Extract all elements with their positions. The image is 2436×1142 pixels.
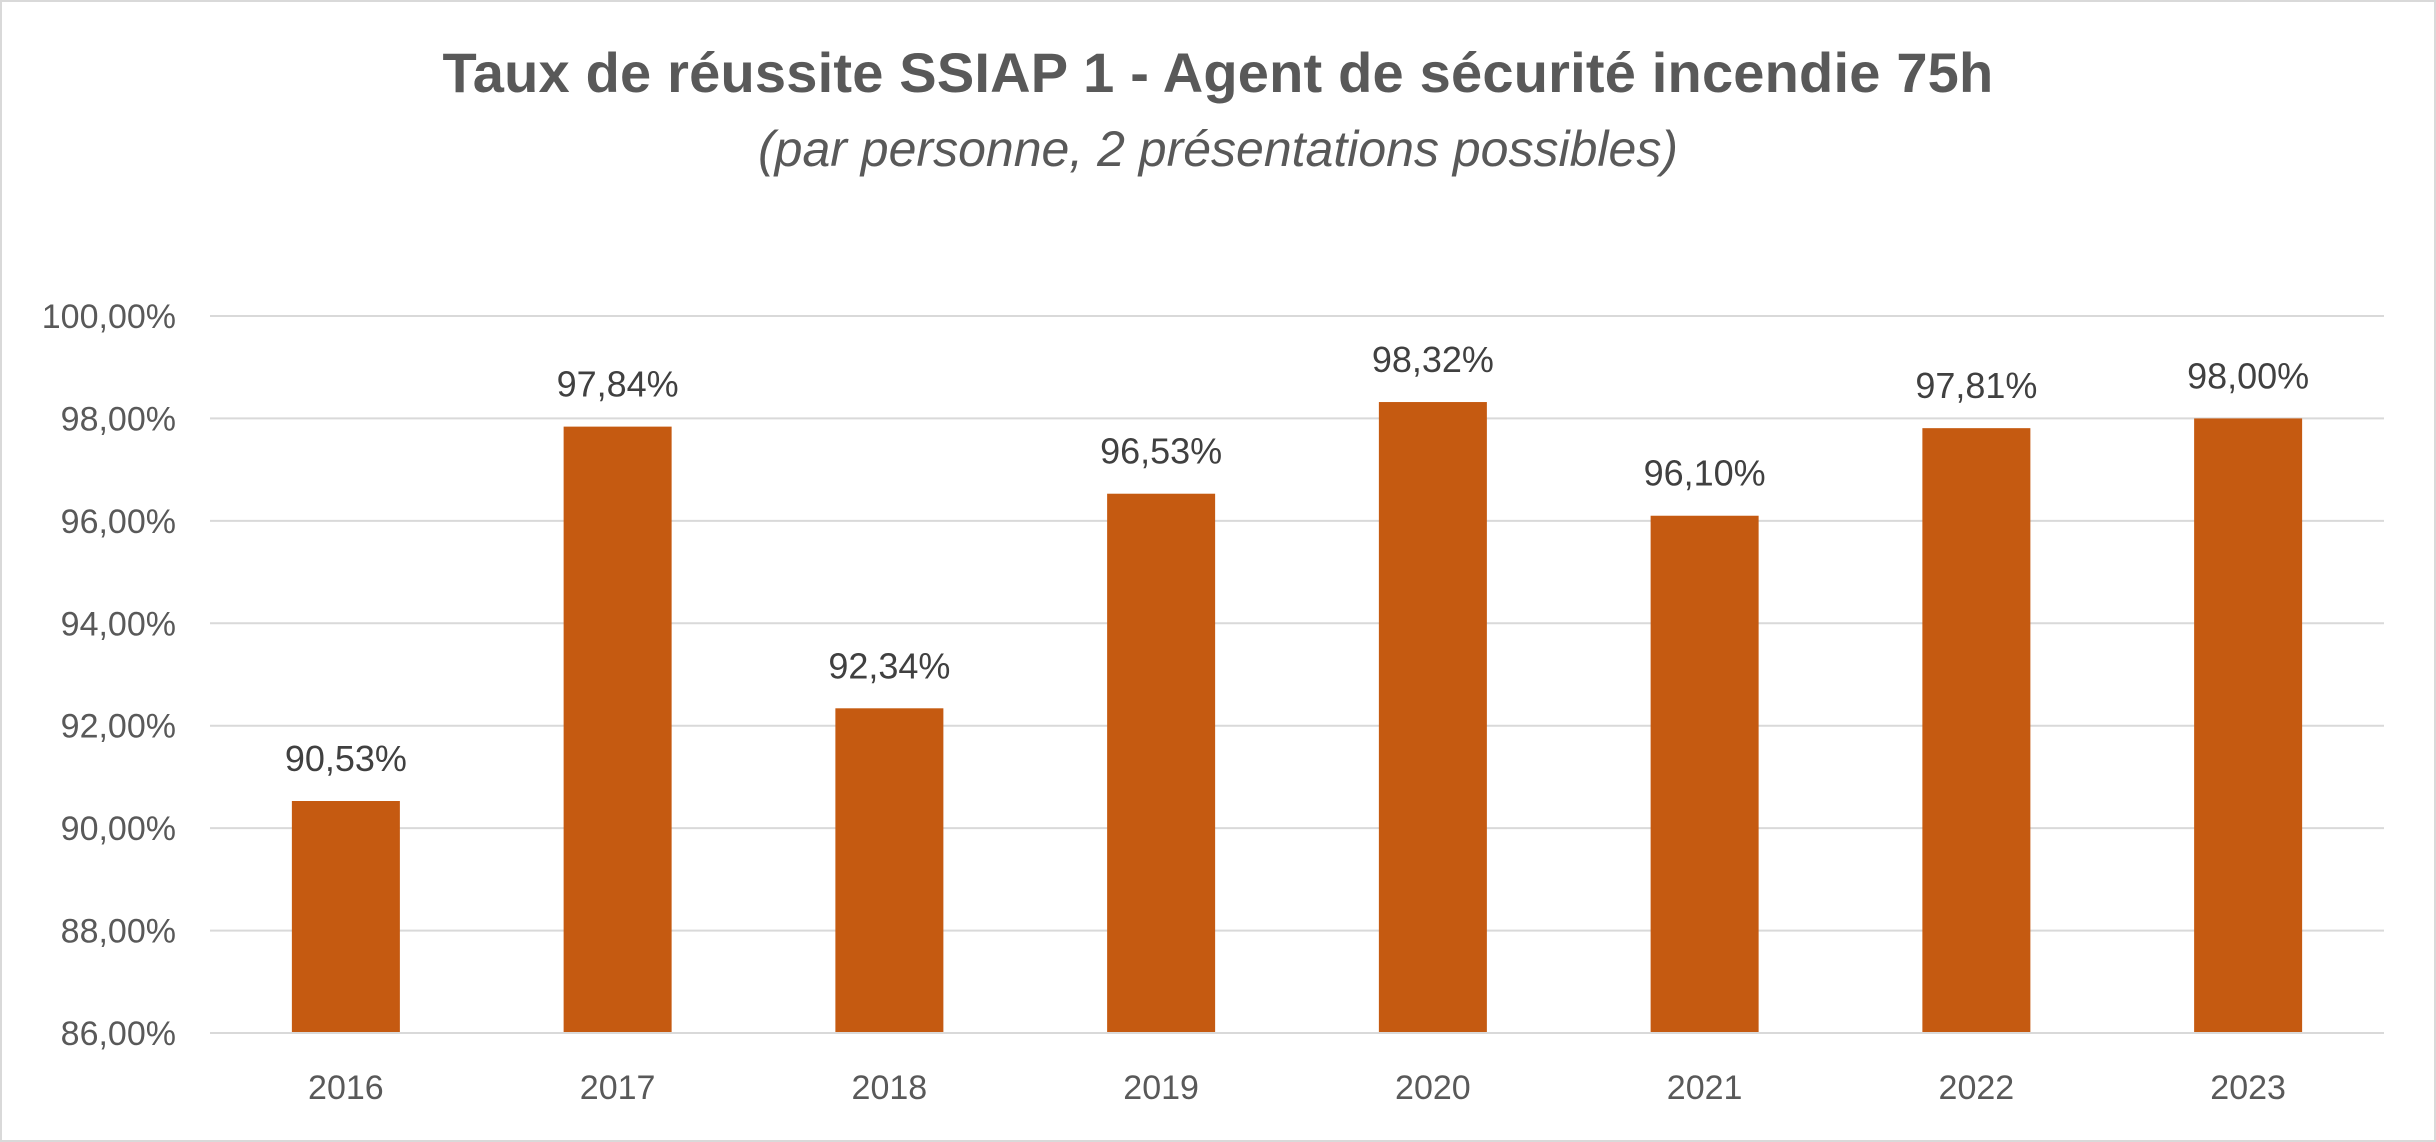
y-tick-label: 92,00%: [61, 708, 176, 746]
x-tick-label: 2016: [308, 1069, 384, 1107]
x-tick-label: 2018: [852, 1069, 928, 1107]
bar: [2194, 418, 2303, 1033]
x-tick-label: 2023: [2210, 1069, 2286, 1107]
y-tick-label: 88,00%: [61, 913, 176, 951]
data-label: 98,32%: [1372, 339, 1494, 380]
data-label: 97,84%: [557, 364, 679, 405]
data-label: 98,00%: [2187, 355, 2309, 396]
y-tick-label: 100,00%: [42, 298, 176, 336]
bar: [291, 800, 400, 1033]
x-tick-label: 2022: [1939, 1069, 2015, 1107]
data-label: 90,53%: [285, 738, 407, 779]
data-label: 96,10%: [1644, 453, 1766, 494]
x-tick-label: 2019: [1123, 1069, 1199, 1107]
y-tick-label: 90,00%: [61, 810, 176, 848]
x-tick-label: 2017: [580, 1069, 656, 1107]
bar: [1922, 428, 2031, 1033]
bar: [1650, 515, 1759, 1033]
x-tick-label: 2020: [1395, 1069, 1471, 1107]
data-label: 96,53%: [1100, 431, 1222, 472]
chart-subtitle: (par personne, 2 présentations possibles…: [758, 121, 1678, 177]
bar: [1378, 402, 1487, 1033]
bar: [563, 426, 672, 1033]
y-tick-label: 86,00%: [61, 1015, 176, 1053]
y-tick-label: 98,00%: [61, 400, 176, 438]
data-label: 97,81%: [1915, 365, 2037, 406]
bar: [1107, 493, 1216, 1033]
data-label: 92,34%: [828, 645, 950, 686]
y-tick-label: 96,00%: [61, 503, 176, 541]
y-tick-label: 94,00%: [61, 605, 176, 643]
x-tick-label: 2021: [1667, 1069, 1743, 1107]
chart-title: Taux de réussite SSIAP 1 - Agent de sécu…: [442, 41, 1994, 104]
bar: [835, 708, 944, 1033]
